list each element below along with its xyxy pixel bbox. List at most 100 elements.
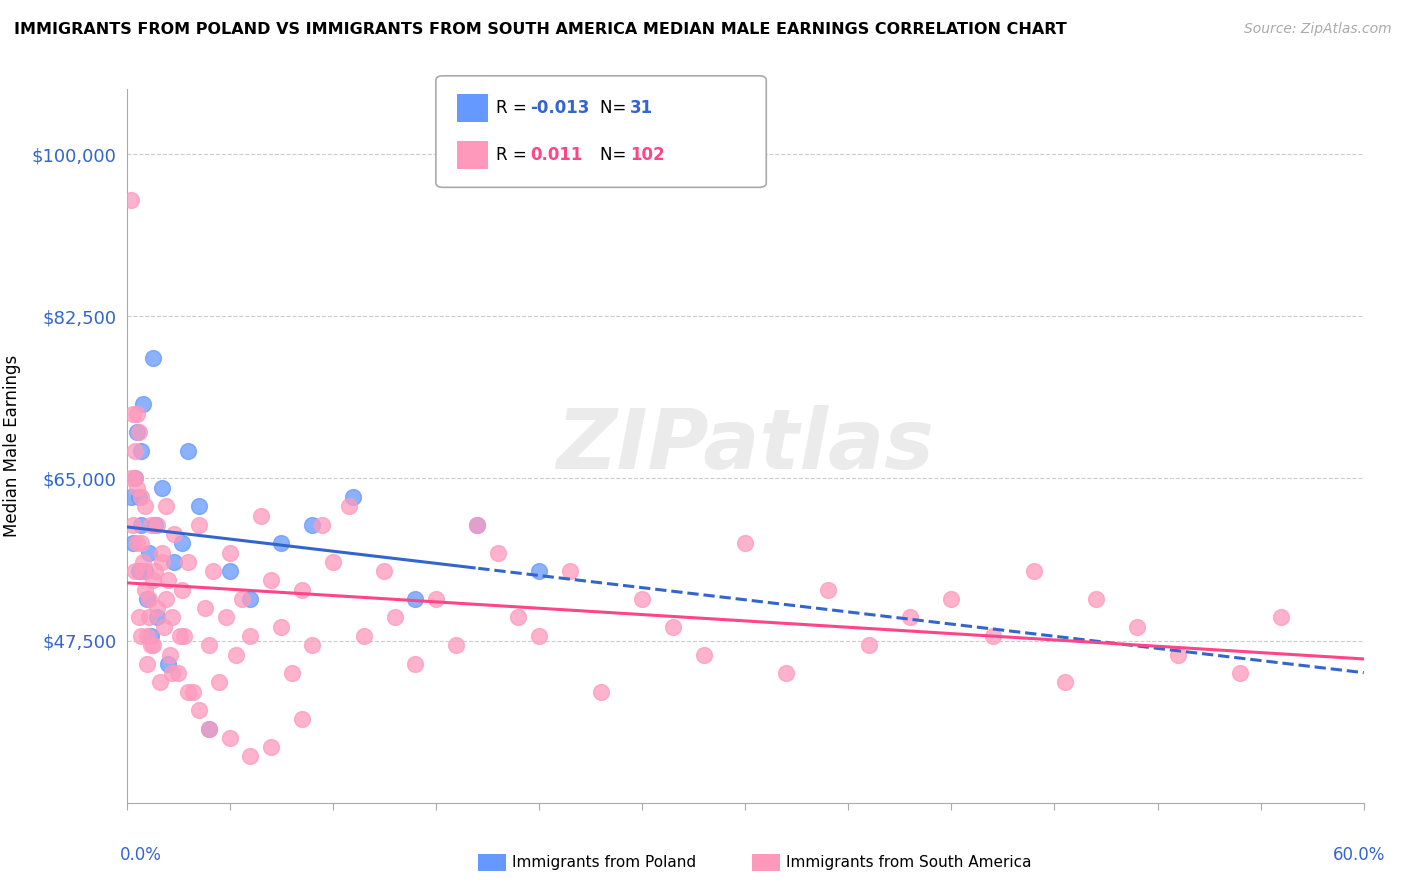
Point bbox=[218, 564, 240, 578]
Point bbox=[172, 582, 194, 597]
Point bbox=[141, 638, 163, 652]
Point bbox=[291, 582, 314, 597]
Point bbox=[775, 666, 797, 681]
Point bbox=[218, 731, 240, 745]
Point bbox=[425, 591, 447, 606]
Text: 0.0%: 0.0% bbox=[120, 846, 162, 863]
Point bbox=[150, 545, 173, 559]
Point bbox=[291, 712, 314, 726]
Point bbox=[558, 564, 581, 578]
Point bbox=[152, 620, 174, 634]
Point bbox=[249, 508, 271, 523]
Point bbox=[270, 620, 292, 634]
Point bbox=[141, 629, 163, 643]
Point bbox=[141, 517, 163, 532]
Point bbox=[163, 555, 186, 569]
Point bbox=[124, 564, 146, 578]
Text: Immigrants from Poland: Immigrants from Poland bbox=[512, 855, 696, 870]
Point bbox=[125, 425, 148, 439]
Point bbox=[218, 545, 240, 559]
Point bbox=[159, 648, 181, 662]
Text: N=: N= bbox=[600, 146, 631, 164]
Point bbox=[167, 666, 190, 681]
Point bbox=[124, 471, 146, 485]
Point bbox=[146, 601, 169, 615]
Point bbox=[125, 481, 148, 495]
Text: Source: ZipAtlas.com: Source: ZipAtlas.com bbox=[1244, 22, 1392, 37]
Point bbox=[145, 517, 167, 532]
Point bbox=[156, 574, 179, 588]
Point bbox=[231, 591, 253, 606]
Text: Immigrants from South America: Immigrants from South America bbox=[786, 855, 1032, 870]
Point bbox=[132, 555, 155, 569]
Point bbox=[239, 749, 262, 764]
Point bbox=[156, 657, 179, 671]
Point bbox=[124, 471, 146, 485]
Point bbox=[128, 490, 150, 504]
Point bbox=[260, 740, 283, 755]
Point bbox=[194, 601, 217, 615]
Point bbox=[337, 500, 360, 514]
Point bbox=[129, 536, 152, 550]
Point bbox=[155, 500, 177, 514]
Text: 0.011: 0.011 bbox=[530, 146, 582, 164]
Point bbox=[146, 610, 169, 624]
Point bbox=[693, 648, 716, 662]
Point bbox=[128, 425, 150, 439]
Point bbox=[155, 591, 177, 606]
Point bbox=[508, 610, 530, 624]
Y-axis label: Median Male Earnings: Median Male Earnings bbox=[3, 355, 21, 537]
Point bbox=[270, 536, 292, 550]
Point bbox=[208, 675, 231, 690]
Point bbox=[446, 638, 468, 652]
Point bbox=[1270, 610, 1292, 624]
Point bbox=[177, 555, 200, 569]
Point bbox=[322, 555, 344, 569]
Point bbox=[125, 536, 148, 550]
Point bbox=[465, 517, 488, 532]
Point bbox=[129, 629, 152, 643]
Point bbox=[734, 536, 756, 550]
Point bbox=[404, 591, 426, 606]
Point bbox=[121, 517, 143, 532]
Point bbox=[142, 638, 165, 652]
Point bbox=[172, 536, 194, 550]
Point bbox=[160, 610, 183, 624]
Text: 102: 102 bbox=[630, 146, 665, 164]
Point bbox=[132, 564, 155, 578]
Point bbox=[817, 582, 839, 597]
Point bbox=[187, 703, 209, 717]
Point bbox=[214, 610, 236, 624]
Point bbox=[138, 591, 160, 606]
Point bbox=[142, 574, 165, 588]
Point bbox=[301, 638, 323, 652]
Point bbox=[138, 545, 160, 559]
Point bbox=[120, 194, 142, 208]
Point bbox=[160, 666, 183, 681]
Text: R =: R = bbox=[496, 146, 533, 164]
Point bbox=[148, 675, 170, 690]
Point bbox=[150, 555, 173, 569]
Point bbox=[138, 610, 160, 624]
Point bbox=[128, 564, 150, 578]
Point bbox=[1126, 620, 1149, 634]
Point bbox=[239, 629, 262, 643]
Point bbox=[1022, 564, 1045, 578]
Text: ZIPatlas: ZIPatlas bbox=[557, 406, 934, 486]
Point bbox=[898, 610, 921, 624]
Point bbox=[134, 564, 156, 578]
Point bbox=[301, 517, 323, 532]
Point bbox=[384, 610, 406, 624]
Point bbox=[146, 517, 169, 532]
Point bbox=[121, 407, 143, 421]
Point bbox=[128, 610, 150, 624]
Point bbox=[662, 620, 685, 634]
Point bbox=[239, 591, 262, 606]
Point bbox=[136, 629, 159, 643]
Point bbox=[187, 500, 209, 514]
Point bbox=[465, 517, 488, 532]
Point bbox=[260, 574, 283, 588]
Point bbox=[198, 638, 221, 652]
Point bbox=[589, 684, 612, 698]
Point bbox=[134, 500, 156, 514]
